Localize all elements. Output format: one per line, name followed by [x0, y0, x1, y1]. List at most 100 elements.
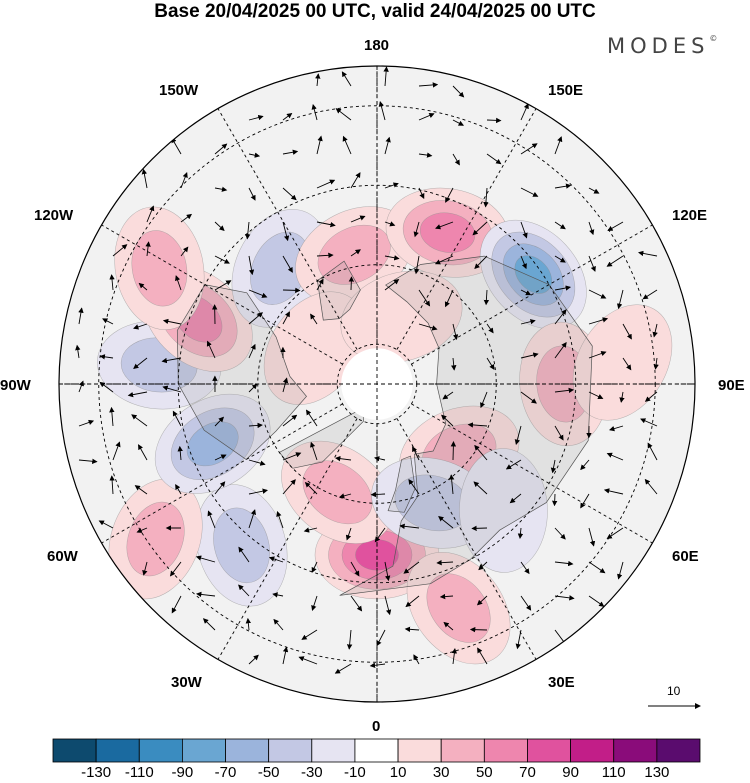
wind-vector	[214, 416, 225, 427]
wind-vector	[282, 414, 298, 427]
wind-vector	[282, 452, 302, 461]
meridian-line	[411, 403, 653, 544]
wind-vector	[554, 527, 566, 540]
wind-vector	[638, 250, 658, 257]
wind-vector	[248, 383, 258, 393]
anomaly-region	[114, 206, 205, 330]
wind-vector	[282, 311, 290, 325]
wind-vector	[248, 488, 268, 495]
wind-vector	[413, 221, 420, 238]
wind-vector	[452, 85, 465, 98]
wind-vector	[520, 319, 536, 325]
colorbar-segment	[570, 738, 615, 763]
wind-vector	[617, 561, 624, 580]
wind-vector	[161, 357, 182, 364]
wind-vector	[520, 595, 532, 611]
wind-vector	[439, 593, 454, 600]
wind-vector	[384, 182, 399, 189]
landmass-outline	[339, 255, 593, 596]
wind-vector	[616, 289, 624, 310]
wind-vector	[554, 560, 574, 567]
landmass-outline	[176, 284, 307, 460]
wind-vector	[580, 459, 590, 471]
wind-vector	[550, 459, 557, 474]
wind-vector	[369, 662, 386, 668]
wind-vector	[370, 491, 386, 498]
wind-vector	[520, 103, 529, 121]
wind-vector	[588, 561, 606, 574]
wind-vector	[134, 485, 148, 495]
colorbar-tick-label: -10	[344, 764, 366, 781]
wind-vector	[520, 187, 539, 197]
wind-vector	[473, 481, 488, 495]
wind-vector	[451, 648, 458, 665]
wind-vector	[245, 617, 252, 631]
wind-vector	[486, 117, 502, 124]
colorbar-tick-label: 30	[432, 764, 450, 781]
wind-vector	[311, 561, 318, 573]
meridian-line	[217, 108, 358, 350]
grid-label-150w: 150W	[159, 82, 199, 99]
wind-vector	[554, 595, 575, 601]
grid-label-0: 0	[372, 718, 381, 735]
wind-vector	[418, 289, 431, 307]
wind-vector	[588, 527, 596, 547]
wind-vector	[273, 618, 284, 631]
wind-vector	[248, 654, 259, 665]
colorbar-segment	[181, 738, 226, 763]
wind-vector	[315, 73, 321, 87]
landmass-outline	[317, 260, 361, 321]
wind-vector	[316, 179, 336, 189]
wind-vector	[238, 546, 250, 563]
wind-vector	[109, 406, 115, 427]
wind-vector	[476, 595, 488, 606]
colorbar-tick-label: -130	[81, 764, 112, 781]
wind-vector	[441, 414, 454, 427]
wind-vector	[214, 143, 228, 155]
wind-vector	[514, 425, 522, 445]
grid-label-60w: 60W	[47, 548, 78, 565]
wind-vector	[316, 278, 324, 291]
wind-vector	[145, 241, 151, 257]
wind-vector	[515, 629, 522, 650]
wind-vector	[282, 255, 293, 273]
wind-vector	[399, 523, 420, 530]
wind-vector	[653, 357, 659, 370]
wind-vector	[171, 137, 182, 155]
wind-vector	[622, 357, 632, 371]
colorbar-tick-label: -70	[214, 764, 237, 781]
wind-vector	[99, 381, 114, 393]
wind-vector	[517, 527, 524, 539]
wind-vector	[133, 357, 148, 370]
wind-vector	[298, 656, 318, 665]
colorbar-tick-label: 130	[644, 764, 670, 781]
wind-vector	[588, 187, 600, 194]
wind-vector	[452, 323, 459, 340]
wind-vector	[520, 143, 538, 155]
brand-logo: MODES©	[607, 34, 717, 58]
colorbar-segment	[52, 738, 97, 763]
anomaly-contour	[572, 304, 673, 421]
grid-label-60e: 60E	[672, 548, 699, 565]
wind-vector	[345, 527, 352, 541]
wind-vector	[480, 391, 488, 409]
wind-vector	[414, 255, 420, 275]
wind-vector	[418, 112, 435, 121]
wind-vector	[445, 187, 454, 203]
colorbar-tick-label: 90	[562, 764, 579, 781]
meridian-line	[396, 418, 537, 660]
wind-vector	[384, 279, 400, 291]
wind-vector	[477, 647, 488, 665]
wind-vector	[78, 307, 84, 325]
wind-vector	[78, 419, 95, 427]
wind-vector	[418, 187, 425, 200]
wind-vector	[207, 510, 216, 529]
colorbar-segment	[613, 738, 658, 763]
wind-vector	[520, 391, 537, 404]
wind-vector	[214, 186, 228, 192]
wind-vector	[413, 654, 420, 665]
wind-vector	[412, 446, 420, 461]
anomaly-contour	[126, 501, 185, 577]
wind-vector	[268, 556, 284, 563]
wind-vector	[588, 221, 595, 236]
